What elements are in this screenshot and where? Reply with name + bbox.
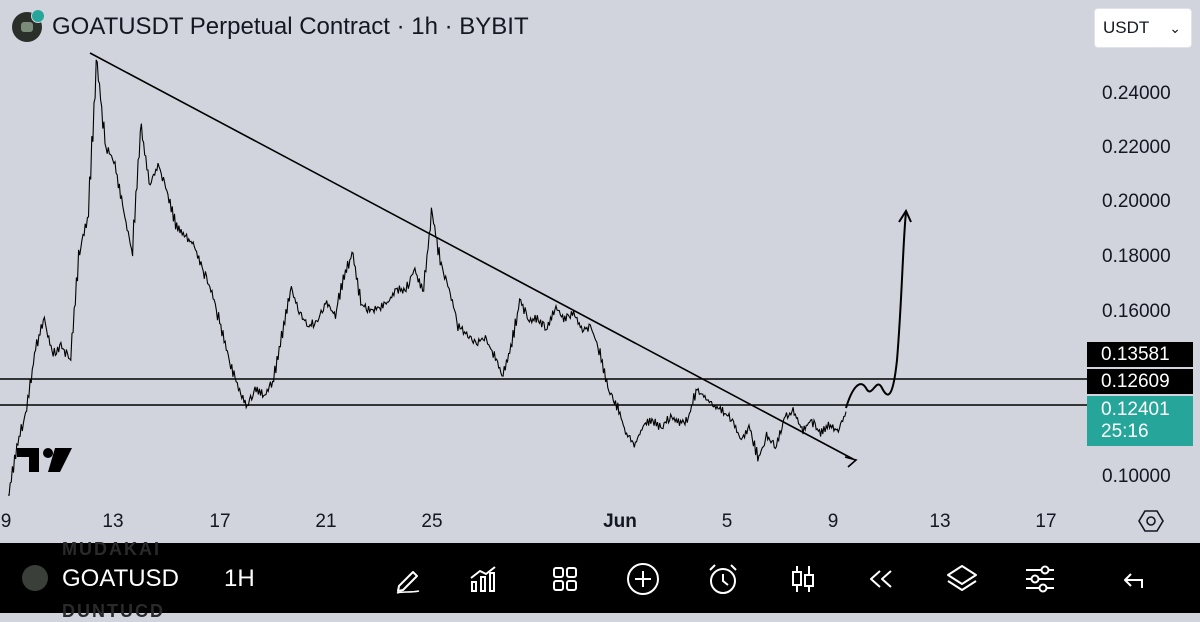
pencil-icon: [396, 571, 420, 594]
time-axis-label: 9: [827, 511, 839, 532]
alerts-button[interactable]: [703, 559, 743, 599]
price-chart[interactable]: [0, 0, 1200, 543]
alarm-icon: [709, 564, 737, 594]
replay-button[interactable]: [860, 559, 900, 599]
currency-select[interactable]: USDT ⌄: [1094, 8, 1192, 48]
layout-button[interactable]: [545, 559, 585, 599]
time-axis-label: 25: [421, 511, 443, 532]
goat-coin-logo-icon: [12, 9, 45, 42]
current-price-value: 0.12401: [1101, 399, 1170, 420]
price-axis-label: 0.10000: [1102, 466, 1171, 487]
trendline-arrowhead: [844, 456, 858, 468]
indicators-icon: [470, 566, 496, 592]
price-axis-label: 0.24000: [1102, 83, 1171, 104]
projection-path[interactable]: [845, 211, 907, 409]
chart-area[interactable]: GOATUSDT Perpetual Contract · 1h · BYBIT…: [0, 0, 1200, 543]
candles-icon: [792, 566, 814, 592]
price-axis-label: 0.18000: [1102, 246, 1171, 267]
bar-countdown: 25:16: [1101, 421, 1149, 442]
projection-arrowhead: [898, 208, 912, 223]
indicators-button[interactable]: [463, 559, 503, 599]
price-series-line: [7, 59, 847, 496]
drawing-tools-button[interactable]: [388, 559, 428, 599]
time-axis-label: 21: [315, 511, 337, 532]
symbol-coin-icon[interactable]: [22, 565, 48, 591]
time-axis-label: 13: [102, 511, 124, 532]
symbol-header[interactable]: GOATUSDT Perpetual Contract · 1h · BYBIT: [12, 9, 529, 42]
level-price-tag[interactable]: 0.13581: [1087, 342, 1193, 367]
settings-sliders-icon: [1026, 565, 1054, 593]
add-button[interactable]: [623, 559, 663, 599]
chart-type-button[interactable]: [783, 559, 823, 599]
chart-settings-icon[interactable]: [1138, 508, 1164, 534]
time-axis-label: 9: [0, 511, 12, 532]
descending-trendline[interactable]: [89, 52, 854, 460]
add-icon: [627, 563, 659, 595]
time-axis-label: Jun: [603, 511, 637, 532]
level-price-tag[interactable]: 0.12609: [1087, 369, 1193, 394]
time-axis-label: 5: [721, 511, 733, 532]
chart-title: GOATUSDT Perpetual Contract · 1h · BYBIT: [52, 13, 529, 40]
interval-button[interactable]: 1H: [224, 565, 255, 592]
layers-icon: [947, 565, 977, 591]
time-axis-label: 13: [929, 511, 951, 532]
currency-value: USDT: [1103, 18, 1150, 37]
chevron-down-icon: ⌄: [1169, 19, 1181, 36]
chart-settings-button[interactable]: [1020, 559, 1060, 599]
undo-button[interactable]: [1113, 559, 1153, 599]
undo-icon: [1124, 573, 1143, 588]
object-tree-button[interactable]: [942, 559, 982, 599]
current-price-tag[interactable]: 0.12401 25:16: [1087, 396, 1193, 446]
time-axis-label: 17: [209, 511, 231, 532]
bottom-toolbar: MUDAKAI DUNTUCD GOATUSD 1H: [0, 539, 1200, 621]
watermark-text: MUDAKAI: [62, 539, 161, 559]
price-axis-label: 0.22000: [1102, 137, 1171, 158]
layout-grid-icon: [553, 567, 577, 591]
replay-icon: [870, 570, 892, 588]
watermark-text: DUNTUCD: [62, 601, 165, 621]
time-axis-label: 17: [1035, 511, 1057, 532]
price-axis-label: 0.20000: [1102, 191, 1171, 212]
toolbar-symbol[interactable]: GOATUSD: [62, 565, 179, 592]
tradingview-logo: [17, 448, 72, 472]
price-axis-label: 0.16000: [1102, 301, 1171, 322]
